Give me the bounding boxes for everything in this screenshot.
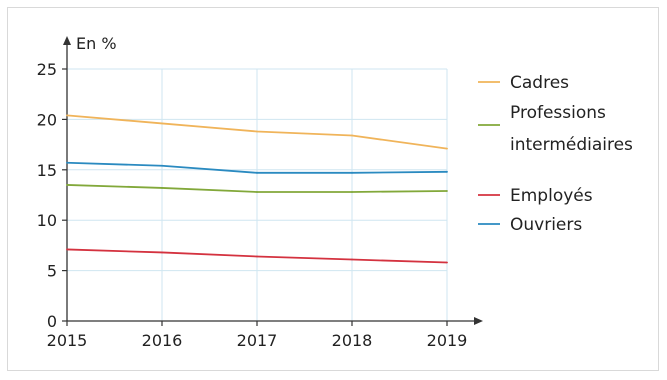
- y-tick-label-1: 5: [47, 262, 57, 281]
- x-tick-label-1: 2016: [142, 331, 183, 350]
- data-point-ouvriers-0: [66, 161, 68, 164]
- data-point-cadres-1: [161, 122, 163, 125]
- legend-label-ouvriers: Ouvriers: [510, 215, 582, 235]
- y-unit-label: En %: [76, 34, 117, 53]
- data-point-professions-intermediaires-2: [256, 191, 258, 193]
- x-axis-arrow: [474, 317, 483, 325]
- data-point-employes-1: [161, 251, 163, 254]
- data-point-employes-4: [446, 261, 448, 264]
- data-point-cadres-2: [256, 130, 258, 133]
- x-tick-label-0: 2015: [47, 331, 88, 350]
- axes: [63, 36, 483, 325]
- legend-label-cadres: Cadres: [510, 73, 569, 93]
- y-tick-label-3: 15: [37, 161, 57, 180]
- chart-frame: En % 0 5 10 15 20 25 2015 2016 2017 2018 2019 Cad…: [7, 7, 659, 371]
- data-point-ouvriers-1: [161, 164, 163, 167]
- grid-lines: [67, 68, 448, 321]
- data-point-ouvriers-2: [256, 171, 258, 174]
- x-tick-label-3: 2018: [332, 331, 373, 350]
- series-lines: [66, 114, 448, 264]
- data-point-employes-0: [66, 248, 68, 251]
- y-tick-label-0: 0: [47, 312, 57, 331]
- data-point-cadres-0: [66, 114, 68, 117]
- data-point-ouvriers-4: [446, 170, 448, 173]
- y-tick-labels: 0 5 10 15 20 25: [37, 60, 67, 331]
- data-point-cadres-3: [351, 134, 353, 137]
- data-point-professions-intermediaires-4: [446, 190, 448, 192]
- line-chart: En % 0 5 10 15 20 25 2015 2016 2017 2018 2019 Cad…: [37, 34, 633, 350]
- legend-label-professions-intermediaires-0: Professions: [510, 103, 606, 123]
- data-point-professions-intermediaires-3: [351, 191, 353, 193]
- data-point-employes-3: [351, 258, 353, 261]
- legend: Cadres Professions intermédiaires Employés O…: [478, 73, 633, 235]
- x-tick-label-2: 2017: [237, 331, 278, 350]
- y-tick-label-5: 25: [37, 60, 57, 79]
- x-tick-label-4: 2019: [427, 331, 468, 350]
- data-point-professions-intermediaires-1: [161, 187, 163, 189]
- data-point-cadres-4: [446, 147, 448, 150]
- legend-label-professions-intermediaires-1: intermédiaires: [510, 135, 633, 155]
- y-axis-arrow: [63, 36, 71, 45]
- y-tick-label-4: 20: [37, 110, 57, 129]
- data-point-employes-2: [256, 255, 258, 258]
- y-tick-label-2: 10: [37, 211, 57, 230]
- data-point-professions-intermediaires-0: [66, 184, 68, 186]
- legend-label-employes: Employés: [510, 186, 593, 206]
- data-point-ouvriers-3: [351, 171, 353, 174]
- x-tick-labels: 2015 2016 2017 2018 2019: [47, 321, 468, 350]
